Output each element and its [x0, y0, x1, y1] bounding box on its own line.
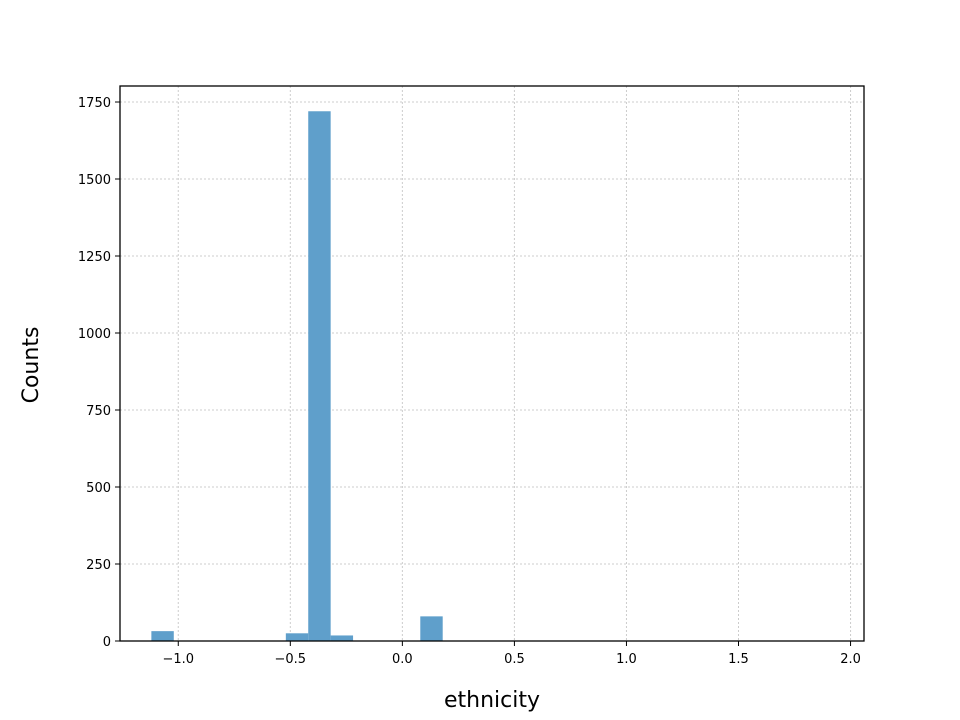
histogram-bar: [330, 635, 354, 641]
y-tick-label: 1750: [78, 96, 111, 111]
histogram-bar: [151, 631, 174, 641]
tick-layer: −1.0 −0.5 0.0 0.5 1.0 1.5 2.0 0 250 500 750 1000 125…: [78, 96, 861, 667]
x-axis-label: ethnicity: [444, 688, 540, 713]
x-tick-label: −0.5: [275, 652, 307, 667]
y-tick-label: 750: [86, 404, 111, 419]
x-tick-label: −1.0: [162, 652, 194, 667]
x-tick-label: 1.0: [616, 652, 637, 667]
x-tick-label: 2.0: [840, 652, 861, 667]
plot-frame: [119, 85, 865, 642]
y-tick-label: 1000: [78, 327, 111, 342]
y-tick-label: 1250: [78, 250, 111, 265]
x-tick-label: 1.5: [728, 652, 749, 667]
y-tick-label: 1500: [78, 173, 111, 188]
y-tick-label: 250: [86, 558, 111, 573]
x-tick-label: 0.5: [504, 652, 525, 667]
y-tick-label: 500: [86, 481, 111, 496]
histogram-bar: [308, 111, 331, 642]
bar-layer: [151, 111, 443, 642]
y-axis-label: Counts: [19, 327, 44, 404]
histogram-bar: [285, 633, 309, 641]
y-tick-label: 0: [103, 635, 111, 650]
histogram-bar: [420, 616, 443, 641]
x-tick-label: 0.0: [392, 652, 413, 667]
